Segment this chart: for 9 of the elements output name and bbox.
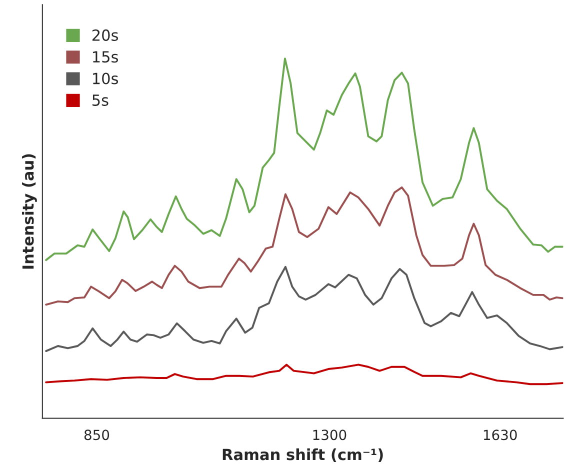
x-tick-label: 850: [84, 430, 110, 440]
legend-label: 15s: [93, 51, 118, 63]
x-tick-label: 1300: [313, 430, 346, 440]
legend-label: 20s: [92, 29, 118, 41]
legend-label: 10s: [93, 72, 118, 84]
x-tick-label: 1630: [484, 430, 517, 440]
legend-label: 5s: [92, 94, 108, 106]
x-axis-title: Raman shift (cm⁻¹): [222, 448, 383, 462]
y-axis-title: Intensity (au): [22, 154, 37, 269]
